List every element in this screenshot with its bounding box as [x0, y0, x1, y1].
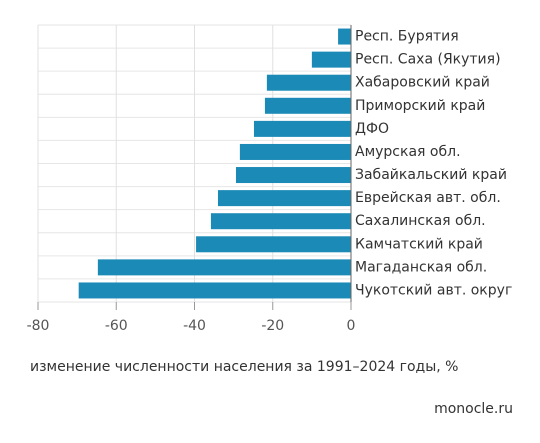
y-tick-label: Забайкальский край: [355, 167, 507, 183]
bar: [264, 97, 351, 114]
y-tick-label: Хабаровский край: [355, 75, 490, 91]
bar: [97, 259, 351, 276]
y-tick-label: Чукотский авт. округ: [355, 282, 512, 298]
bar: [253, 120, 351, 137]
y-tick-label: ДФО: [355, 121, 389, 137]
y-tick-label: Сахалинская обл.: [355, 213, 486, 229]
x-axis-label: изменение численности населения за 1991–…: [30, 359, 458, 375]
bar: [239, 143, 351, 160]
bar: [266, 74, 351, 91]
bar: [235, 167, 351, 184]
y-tick-label: Магаданская обл.: [355, 259, 487, 275]
y-tick-label: Еврейская авт. обл.: [355, 190, 501, 206]
bar: [311, 51, 351, 68]
x-tick-label: -60: [105, 318, 128, 334]
bar: [196, 236, 351, 253]
bar: [217, 190, 351, 207]
bar: [210, 213, 351, 230]
x-tick-label: -40: [183, 318, 206, 334]
bar: [78, 282, 351, 299]
source: monocle.ru: [434, 401, 513, 417]
x-tick-label: -80: [27, 318, 50, 334]
y-tick-label: Приморский край: [355, 98, 485, 114]
y-tick-label: Камчатский край: [355, 236, 483, 252]
bar: [338, 28, 351, 45]
y-tick-label: Респ. Саха (Якутия): [355, 52, 501, 68]
x-tick-label: -20: [261, 318, 284, 334]
y-tick-label: Респ. Бурятия: [355, 29, 459, 45]
x-tick-label: 0: [347, 318, 356, 334]
y-tick-label: Амурская обл.: [355, 144, 461, 160]
